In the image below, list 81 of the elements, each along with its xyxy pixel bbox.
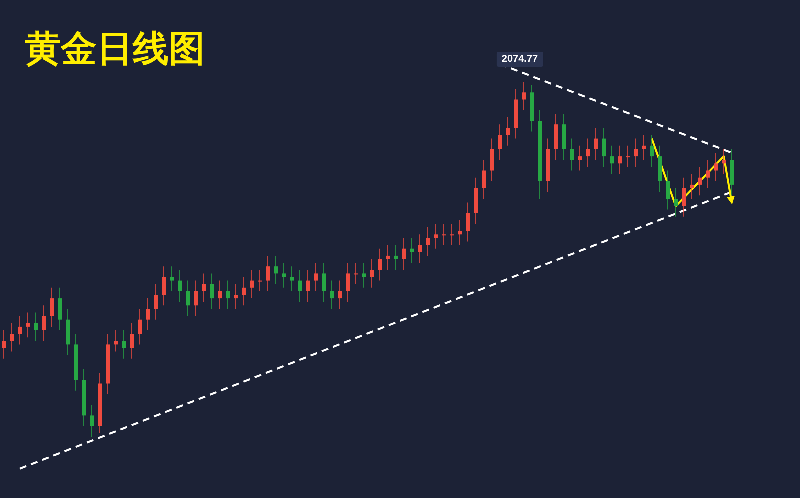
candlestick — [370, 259, 374, 288]
candlestick — [490, 138, 494, 182]
candlestick — [114, 330, 118, 352]
candlestick — [330, 280, 334, 310]
candlestick — [338, 280, 342, 310]
candlestick — [138, 308, 142, 346]
candlestick — [594, 128, 598, 161]
candlestick — [154, 284, 158, 320]
candlestick — [378, 248, 382, 282]
candlestick — [26, 312, 30, 338]
candlestick — [506, 117, 510, 146]
candlestick — [386, 244, 390, 271]
candlestick — [90, 404, 94, 438]
candlestick — [146, 298, 150, 331]
candlestick — [314, 262, 318, 292]
annotation: 2074.77 — [502, 54, 539, 65]
candlestick — [178, 270, 182, 303]
candlestick — [234, 284, 238, 310]
candlestick — [266, 255, 270, 292]
candlestick — [722, 148, 726, 175]
candlestick — [34, 312, 38, 342]
candlestick — [578, 145, 582, 172]
candlestick — [170, 266, 174, 292]
candlestick — [650, 134, 654, 168]
candlestick — [58, 287, 62, 331]
candlestick — [642, 134, 646, 161]
candlestick — [634, 138, 638, 168]
candlestick — [418, 234, 422, 264]
candlestick — [362, 262, 366, 288]
candlestick — [290, 266, 294, 292]
candlestick — [434, 224, 438, 250]
candlestick — [698, 166, 702, 196]
candlestick — [426, 227, 430, 256]
candlestick — [162, 266, 166, 306]
candlestick — [306, 270, 310, 303]
candlestick — [626, 145, 630, 168]
title: 黄金日线图 — [25, 29, 205, 70]
candlestick — [714, 152, 718, 182]
candlestick — [122, 330, 126, 360]
candlestick — [522, 82, 526, 111]
candlestick — [466, 202, 470, 242]
candlestick — [210, 273, 214, 310]
candlestick — [610, 145, 614, 175]
candlestick — [298, 270, 302, 303]
candlestick — [274, 255, 278, 285]
candlestick — [706, 160, 710, 189]
candlestick — [458, 220, 462, 246]
candlestick — [674, 188, 678, 218]
candlestick — [450, 224, 454, 246]
candlestick — [346, 262, 350, 303]
candlestick — [130, 322, 134, 360]
candlestick — [482, 160, 486, 200]
candlestick — [586, 138, 590, 168]
candlestick — [354, 262, 358, 285]
candlestick — [50, 287, 54, 328]
candlestick — [682, 177, 686, 218]
candlestick — [282, 262, 286, 288]
candlestick — [442, 224, 446, 246]
candlestick — [242, 276, 246, 306]
candlestick — [602, 128, 606, 168]
candlestick — [394, 244, 398, 271]
candlestick — [498, 124, 502, 161]
candlestick — [186, 280, 190, 317]
annotation: 2074.77 — [496, 52, 544, 67]
candlestick — [194, 280, 198, 317]
candlestick — [666, 170, 670, 210]
candlestick — [690, 174, 694, 200]
candlestick — [250, 270, 254, 300]
candlestick — [42, 305, 46, 342]
candlestick — [10, 322, 14, 352]
candlestick — [2, 330, 6, 360]
candlestick — [618, 145, 622, 175]
candlestick — [18, 316, 22, 346]
candlestick — [402, 238, 406, 271]
candlestick — [226, 280, 230, 310]
candlestick — [570, 138, 574, 172]
candlestick — [410, 238, 414, 264]
candlestick — [258, 270, 262, 292]
candlestick — [322, 262, 326, 303]
candlestick — [218, 280, 222, 310]
candlestick — [202, 273, 206, 303]
